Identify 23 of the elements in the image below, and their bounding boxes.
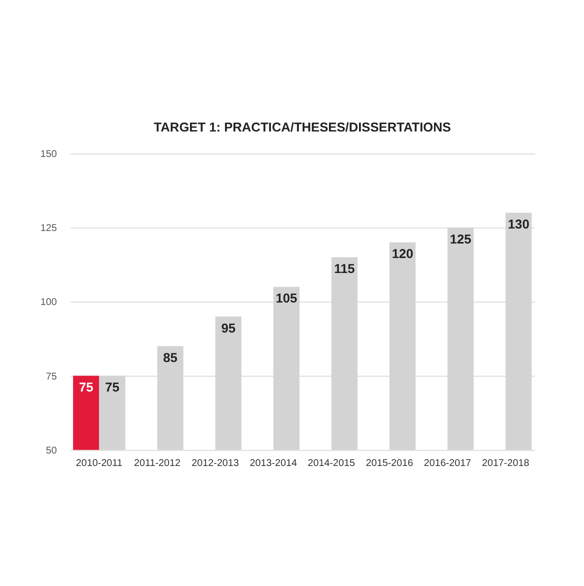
data-label: 105 <box>276 290 298 306</box>
y-tick-label: 50 <box>46 445 58 456</box>
data-label: 85 <box>163 350 178 365</box>
data-label: 120 <box>392 246 414 262</box>
y-tick-label: 75 <box>46 371 58 382</box>
data-label: 95 <box>221 320 236 336</box>
x-tick-label: 2015-2016 <box>366 458 414 470</box>
x-tick-label: 2012-2013 <box>192 458 240 470</box>
x-tick-label: 2010-2011 <box>76 458 123 470</box>
data-label: 115 <box>334 261 355 276</box>
data-label: 75 <box>105 380 120 395</box>
data-label: 75 <box>78 380 94 395</box>
x-tick-label: 2014-2015 <box>308 458 356 470</box>
x-tick-label: 2016-2017 <box>424 458 472 470</box>
y-tick-label: 150 <box>40 148 58 160</box>
y-tick-label: 100 <box>40 297 58 308</box>
chart-title: TARGET 1: PRACTICA/THESES/DISSERTATIONS <box>154 120 452 135</box>
y-tick-label: 125 <box>40 223 58 234</box>
x-tick-label: 2011-2012 <box>134 458 180 470</box>
x-tick-label: 2017-2018 <box>482 458 530 470</box>
data-label: 130 <box>508 216 530 232</box>
x-tick-label: 2013-2014 <box>250 458 298 470</box>
data-label: 125 <box>450 231 472 246</box>
